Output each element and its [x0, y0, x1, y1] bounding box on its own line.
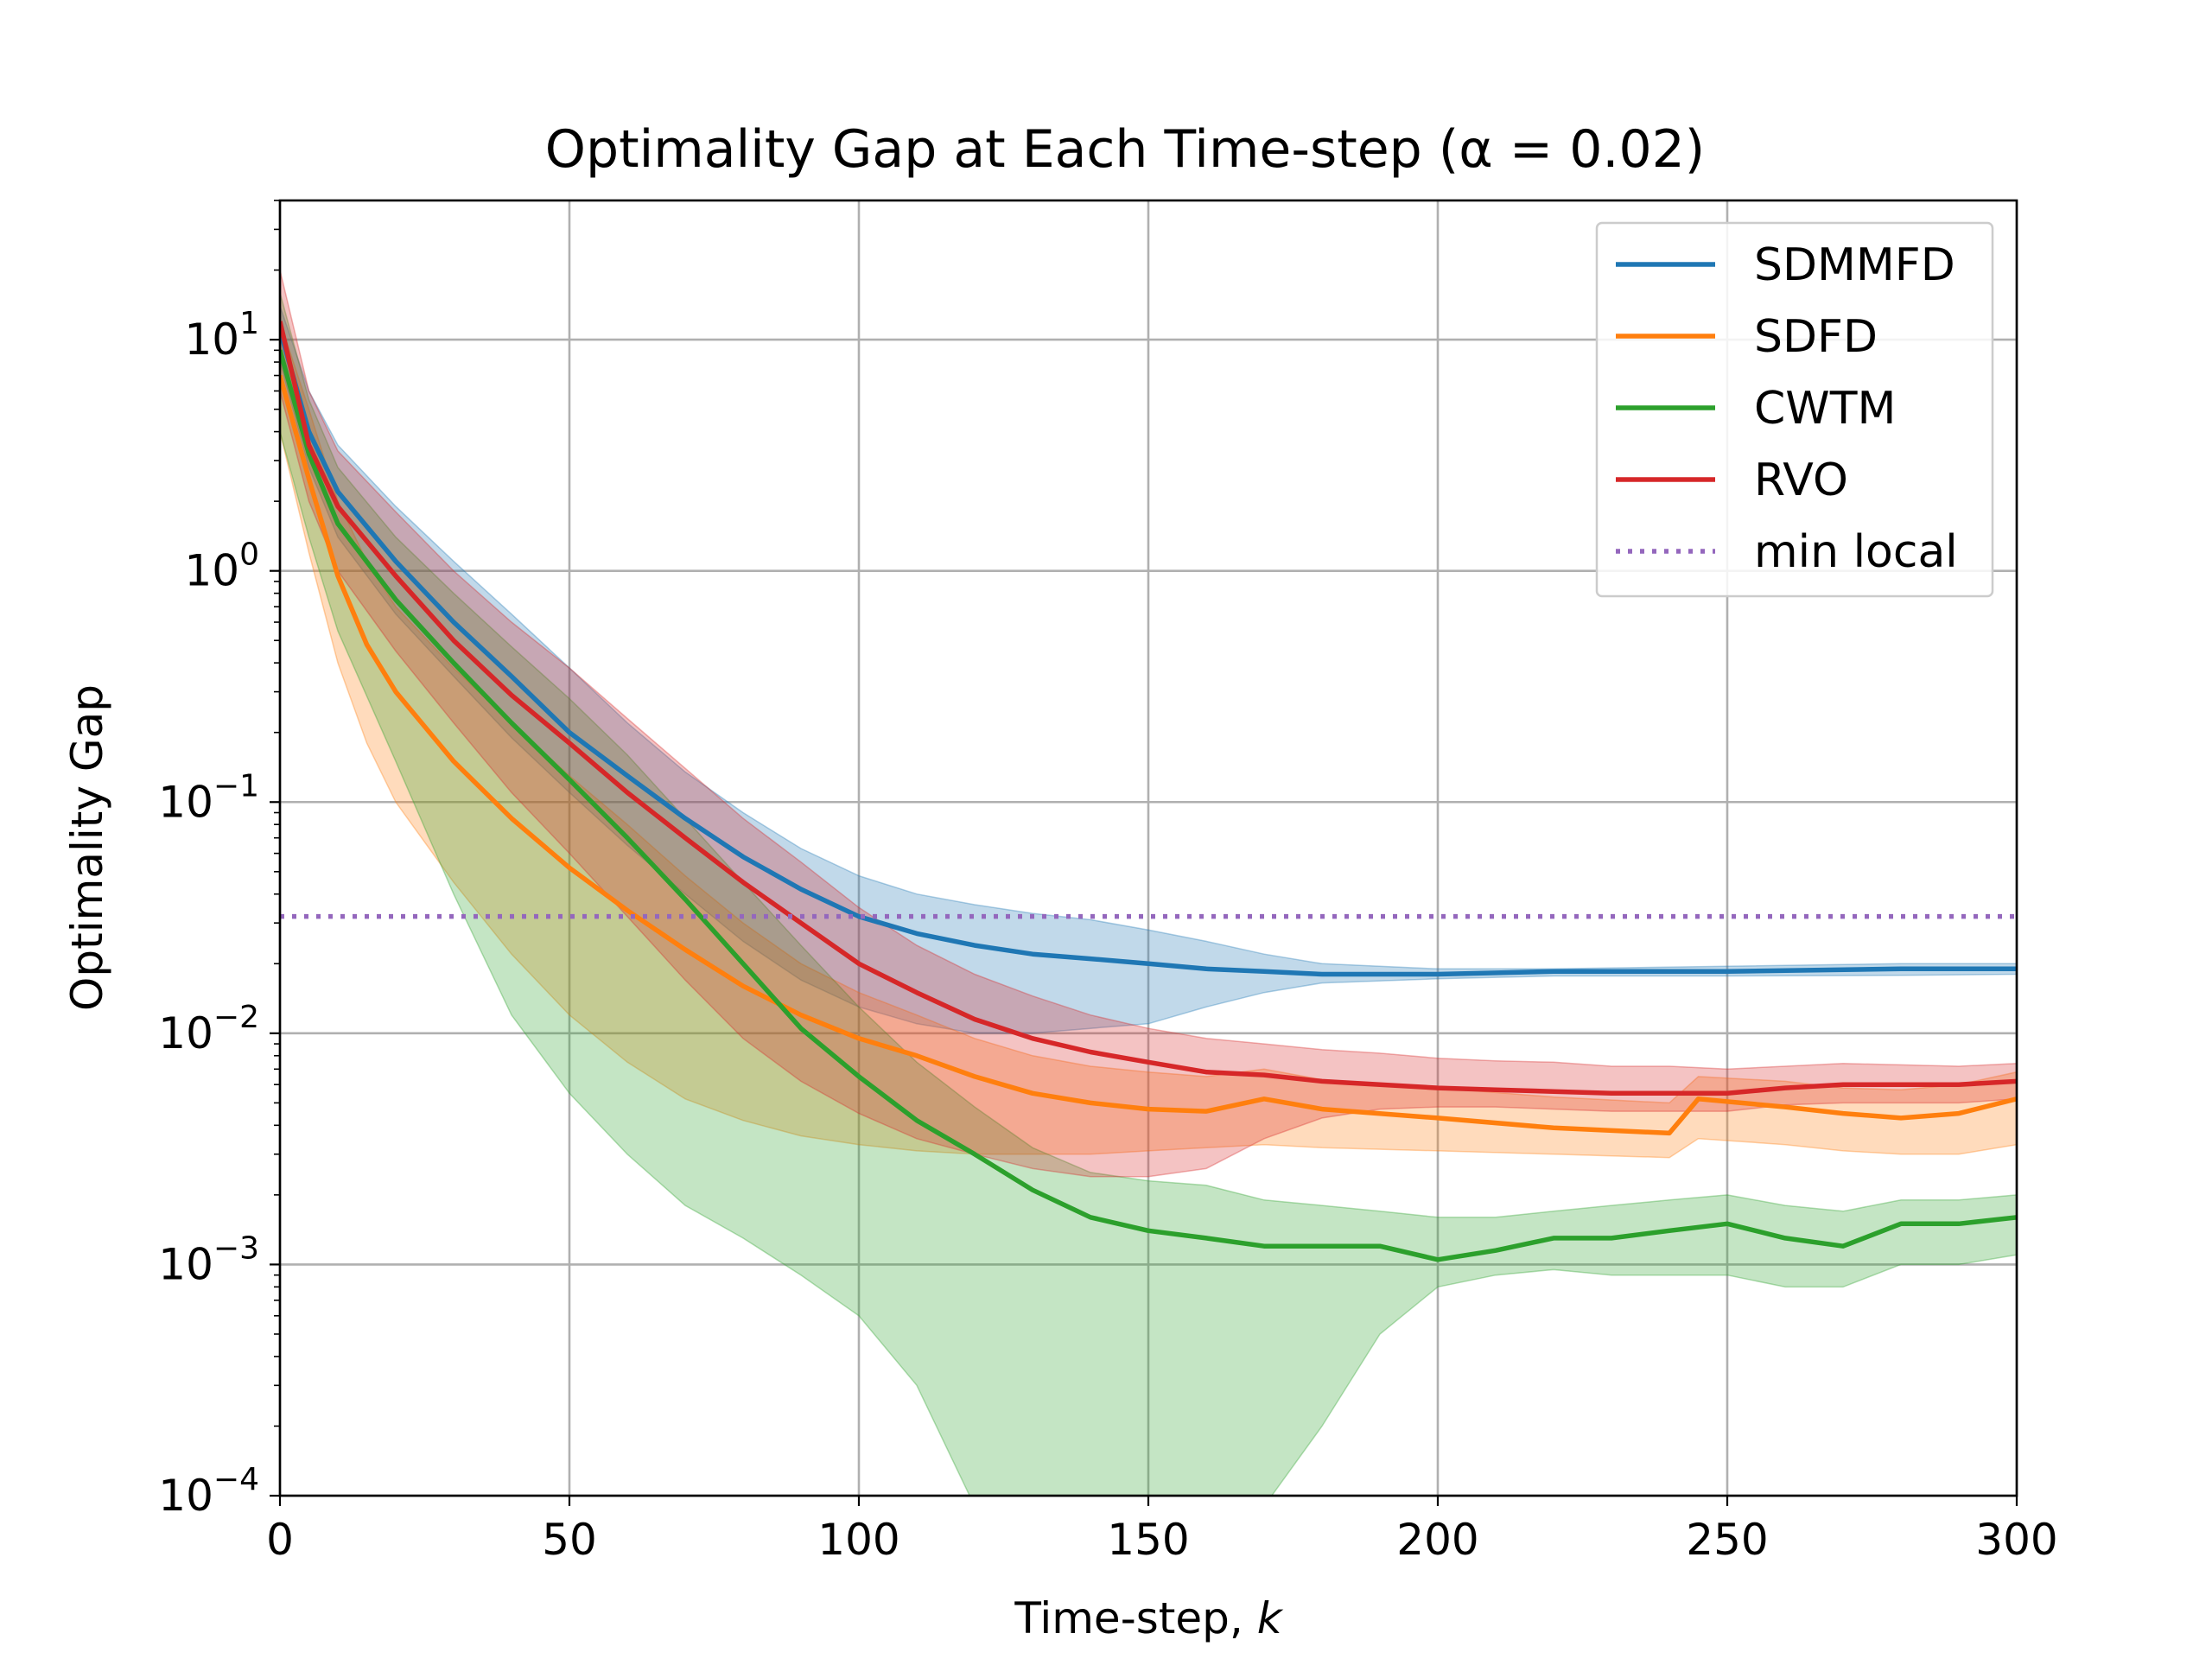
- x-axis-label-text: Time-step,: [1014, 1593, 1256, 1643]
- line-sdfd: [280, 374, 2017, 1136]
- line-sdmmfd: [280, 329, 2017, 977]
- legend-label-cwtm: CWTM: [1754, 383, 1896, 435]
- band-cwtm: [280, 292, 2017, 1496]
- x-tick-label-2: 100: [817, 1515, 899, 1565]
- y-axis: 10−4 10−3 10−2 10−1 100 101: [158, 200, 280, 1521]
- series-lines: [280, 321, 2017, 1262]
- x-tick-label-3: 150: [1107, 1515, 1189, 1565]
- chart-title: Optimality Gap at Each Time-step (α = 0.…: [545, 119, 1705, 180]
- y-tick-label-0: 10−4: [158, 1462, 259, 1521]
- series-bands: [280, 270, 2017, 1496]
- y-tick-label-4: 100: [184, 537, 259, 596]
- band-sdfd: [280, 321, 2017, 1159]
- x-tick-label-4: 200: [1396, 1515, 1478, 1565]
- line-cwtm: [280, 349, 2017, 1262]
- line-rvo: [280, 321, 2017, 1096]
- band-rvo: [280, 270, 2017, 1178]
- legend-label-sdmmfd: SDMMFD: [1754, 239, 1955, 291]
- x-axis-label: Time-step, k: [1014, 1593, 1283, 1643]
- x-axis-label-var: k: [1257, 1593, 1284, 1643]
- y-tick-label-2: 10−2: [158, 1000, 259, 1058]
- y-tick-label-3: 10−1: [158, 768, 259, 827]
- legend-box: [1595, 221, 1994, 598]
- legend: SDMMFD SDFD CWTM RVO min local: [1595, 221, 1994, 598]
- x-tick-label-1: 50: [542, 1515, 597, 1565]
- x-axis: 0 50 100 150 200 250 300: [266, 1496, 2058, 1565]
- x-tick-label-5: 250: [1686, 1515, 1768, 1565]
- y-axis-label: Optimality Gap: [62, 684, 112, 1011]
- legend-label-rvo: RVO: [1754, 454, 1848, 506]
- x-tick-label-6: 300: [1975, 1515, 2057, 1565]
- y-tick-label-1: 10−3: [158, 1230, 259, 1289]
- legend-label-sdfd: SDFD: [1754, 311, 1878, 363]
- x-tick-label-0: 0: [266, 1515, 294, 1565]
- y-tick-label-5: 101: [184, 306, 259, 365]
- legend-label-min-local: min local: [1754, 526, 1958, 578]
